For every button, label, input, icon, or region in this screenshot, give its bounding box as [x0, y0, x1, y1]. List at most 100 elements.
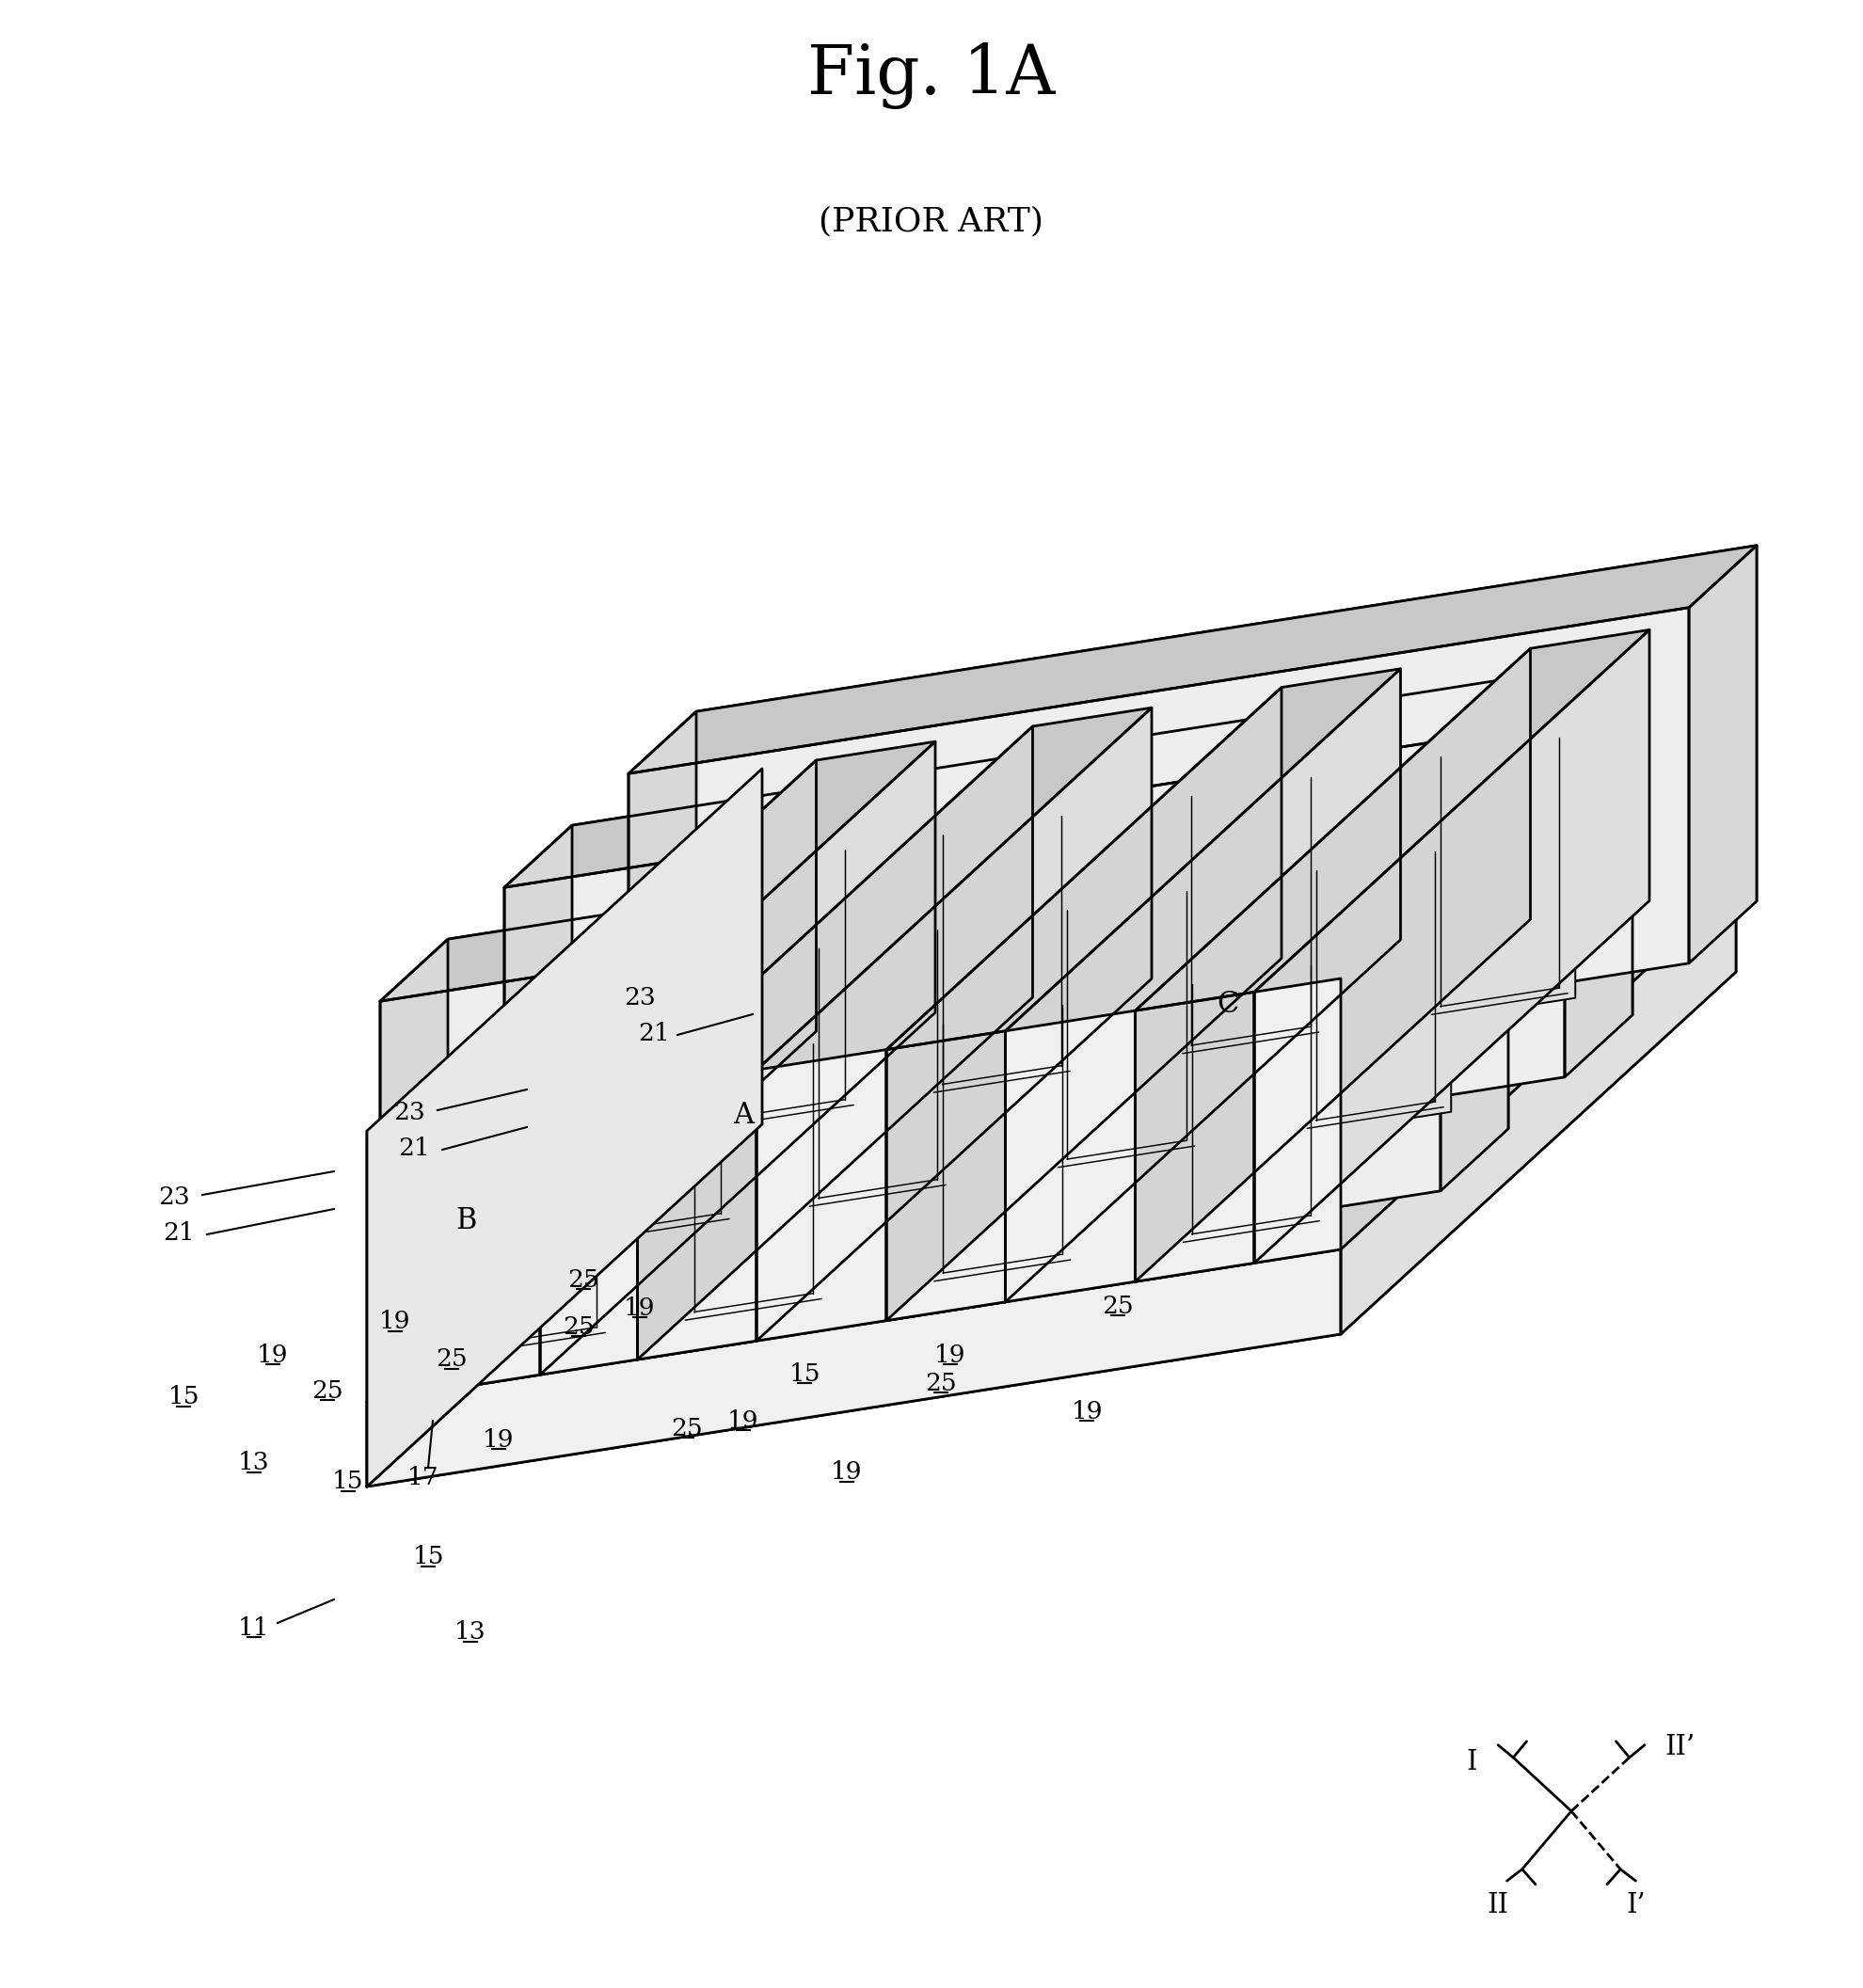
- Polygon shape: [1135, 648, 1530, 1282]
- Text: 17: 17: [408, 1465, 440, 1489]
- Polygon shape: [887, 688, 1282, 1320]
- Polygon shape: [585, 960, 738, 1246]
- Text: 21: 21: [639, 1022, 671, 1046]
- Text: (PRIOR ART): (PRIOR ART): [820, 205, 1043, 237]
- Text: 25: 25: [436, 1348, 468, 1372]
- Text: 19: 19: [624, 1296, 656, 1320]
- Polygon shape: [421, 742, 935, 1123]
- Polygon shape: [756, 1050, 887, 1340]
- Polygon shape: [637, 726, 1032, 1360]
- Polygon shape: [1135, 648, 1530, 1282]
- Polygon shape: [367, 887, 1736, 1402]
- Polygon shape: [421, 759, 816, 1394]
- Polygon shape: [1006, 668, 1401, 1302]
- Polygon shape: [637, 1070, 756, 1360]
- Text: 25: 25: [563, 1314, 594, 1338]
- Polygon shape: [628, 608, 1690, 1129]
- Polygon shape: [887, 1032, 1006, 1320]
- Polygon shape: [756, 708, 1151, 1340]
- Text: 23: 23: [158, 1185, 190, 1209]
- Text: 25: 25: [926, 1372, 958, 1396]
- Text: 25: 25: [311, 1380, 343, 1402]
- Polygon shape: [1135, 630, 1649, 1010]
- Polygon shape: [462, 1076, 613, 1362]
- Polygon shape: [637, 726, 1032, 1360]
- Text: 19: 19: [728, 1409, 758, 1433]
- Text: 19: 19: [935, 1344, 967, 1366]
- Polygon shape: [1565, 660, 1632, 1077]
- Text: 15: 15: [788, 1362, 820, 1386]
- Text: 13: 13: [455, 1620, 486, 1644]
- Polygon shape: [1254, 978, 1341, 1262]
- Polygon shape: [887, 1032, 1006, 1320]
- Text: C: C: [1217, 990, 1239, 1020]
- Polygon shape: [540, 1089, 637, 1376]
- Text: 13: 13: [238, 1451, 270, 1475]
- Polygon shape: [367, 769, 762, 1487]
- Polygon shape: [421, 1103, 540, 1394]
- Text: 23: 23: [624, 986, 656, 1010]
- Polygon shape: [572, 660, 1632, 1181]
- Polygon shape: [1254, 630, 1649, 1262]
- Polygon shape: [421, 759, 816, 1394]
- Polygon shape: [1006, 668, 1401, 1302]
- Polygon shape: [447, 773, 1509, 1294]
- Polygon shape: [421, 1103, 540, 1394]
- Polygon shape: [1032, 708, 1151, 998]
- Text: 23: 23: [393, 1099, 425, 1123]
- Text: 25: 25: [1103, 1294, 1133, 1318]
- Text: A: A: [732, 1099, 755, 1129]
- Polygon shape: [505, 660, 1632, 887]
- Polygon shape: [380, 938, 447, 1358]
- Polygon shape: [367, 1040, 762, 1487]
- Text: 19: 19: [831, 1461, 863, 1485]
- Text: 15: 15: [332, 1469, 363, 1493]
- Polygon shape: [887, 668, 1401, 1050]
- Text: 21: 21: [162, 1221, 194, 1244]
- Text: 21: 21: [399, 1135, 430, 1159]
- Text: 25: 25: [671, 1415, 702, 1439]
- Polygon shape: [1051, 889, 1202, 1175]
- Polygon shape: [1254, 630, 1649, 1262]
- Text: 15: 15: [168, 1386, 199, 1409]
- Text: I’: I’: [1626, 1893, 1645, 1918]
- Polygon shape: [1135, 630, 1649, 1010]
- Polygon shape: [1530, 630, 1649, 918]
- Polygon shape: [756, 708, 1151, 1340]
- Polygon shape: [762, 887, 1736, 1125]
- Text: 19: 19: [380, 1310, 412, 1334]
- Polygon shape: [1341, 887, 1736, 1334]
- Polygon shape: [816, 742, 935, 1032]
- Polygon shape: [637, 708, 1151, 1089]
- Polygon shape: [1135, 992, 1254, 1282]
- Polygon shape: [710, 847, 861, 1133]
- Text: I: I: [1466, 1749, 1477, 1775]
- Text: 19: 19: [483, 1427, 514, 1451]
- Polygon shape: [926, 1002, 1079, 1288]
- Polygon shape: [505, 722, 1565, 1242]
- Polygon shape: [887, 688, 1282, 1320]
- Polygon shape: [628, 712, 697, 1129]
- Polygon shape: [1006, 1010, 1135, 1302]
- Text: II: II: [1487, 1893, 1509, 1918]
- Polygon shape: [637, 1070, 756, 1360]
- Polygon shape: [1690, 545, 1757, 964]
- Polygon shape: [1300, 849, 1451, 1135]
- Polygon shape: [540, 742, 935, 1376]
- Polygon shape: [887, 668, 1401, 1050]
- Polygon shape: [1176, 775, 1326, 1062]
- Polygon shape: [1135, 992, 1254, 1282]
- Polygon shape: [926, 813, 1077, 1099]
- Polygon shape: [801, 926, 954, 1213]
- Polygon shape: [628, 545, 1757, 773]
- Text: Fig. 1A: Fig. 1A: [807, 42, 1056, 109]
- Text: 19: 19: [1071, 1400, 1103, 1423]
- Polygon shape: [380, 835, 1440, 1358]
- Polygon shape: [540, 742, 935, 1376]
- Polygon shape: [637, 708, 1151, 1089]
- Polygon shape: [1282, 668, 1401, 958]
- Polygon shape: [367, 972, 1736, 1487]
- Text: B: B: [455, 1207, 477, 1237]
- Polygon shape: [367, 1248, 1341, 1487]
- Text: 19: 19: [257, 1344, 289, 1366]
